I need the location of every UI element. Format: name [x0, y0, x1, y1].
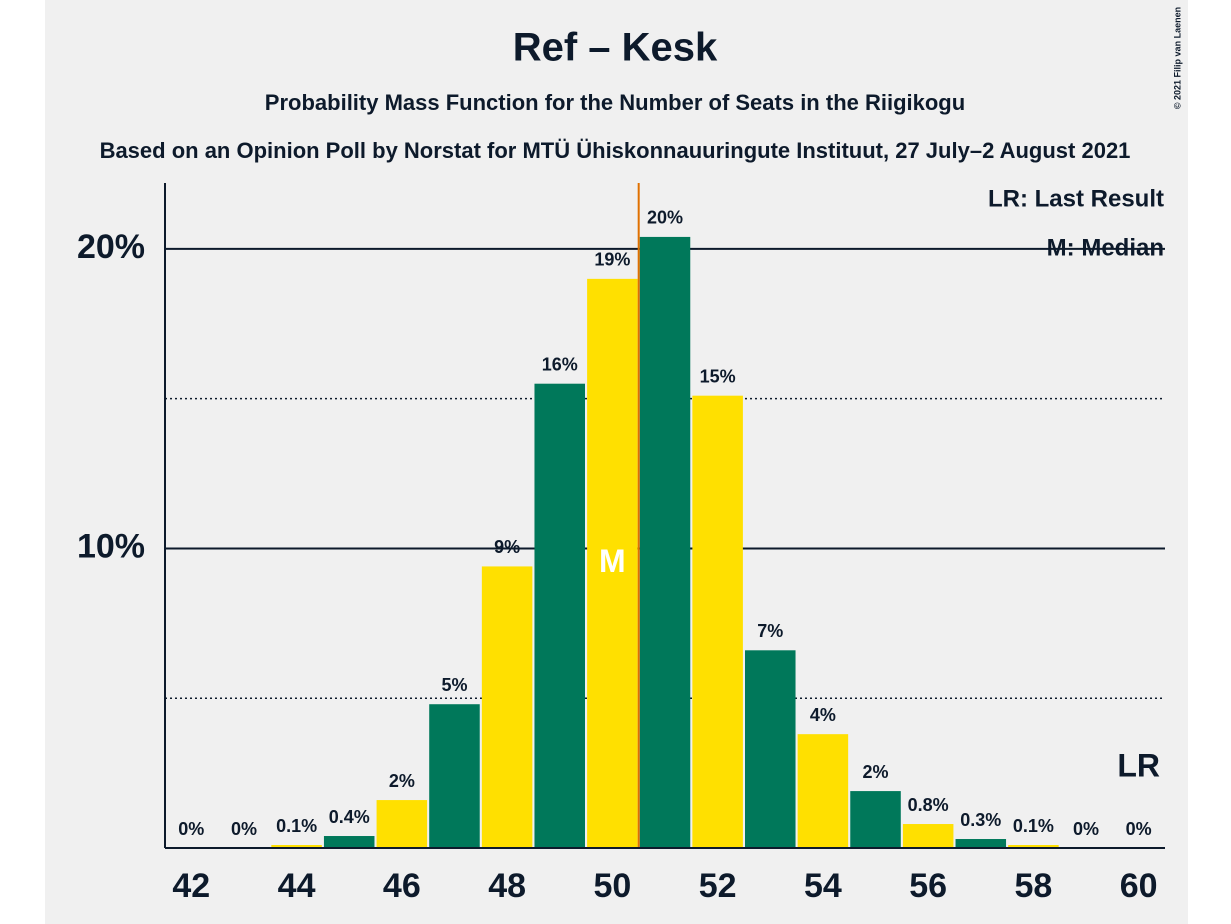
value-label: 15%: [700, 366, 736, 386]
value-label: 0.1%: [1013, 816, 1054, 836]
value-label: 19%: [594, 250, 630, 270]
x-tick-label: 58: [1015, 867, 1053, 905]
bar: [902, 824, 954, 848]
bar: [534, 383, 585, 848]
median-marker: M: [599, 543, 626, 579]
value-label: 9%: [494, 537, 520, 557]
chart-caption: Based on an Opinion Poll by Norstat for …: [100, 138, 1131, 163]
bar: [376, 800, 428, 848]
bar: [797, 734, 849, 848]
value-label: 0%: [1126, 819, 1152, 839]
bar: [850, 791, 901, 848]
x-tick-label: 42: [172, 867, 210, 905]
chart-subtitle: Probability Mass Function for the Number…: [265, 90, 965, 115]
y-tick-label: 10%: [77, 527, 145, 565]
value-label: 0.4%: [329, 807, 370, 827]
value-label: 0%: [1073, 819, 1099, 839]
bar: [639, 236, 691, 848]
value-label: 5%: [441, 675, 467, 695]
x-tick-label: 50: [593, 867, 631, 905]
legend-entry: M: Median: [1047, 234, 1164, 261]
x-tick-label: 54: [804, 867, 842, 905]
value-label: 2%: [863, 762, 889, 782]
x-tick-label: 60: [1120, 867, 1158, 905]
bar: [481, 566, 533, 848]
x-tick-label: 46: [383, 867, 421, 905]
value-label: 7%: [757, 621, 783, 641]
value-label: 0.8%: [908, 795, 949, 815]
x-tick-label: 52: [699, 867, 737, 905]
y-tick-label: 20%: [77, 228, 145, 266]
value-label: 20%: [647, 208, 683, 228]
bar: [429, 704, 480, 848]
last-result-marker: LR: [1117, 747, 1160, 783]
x-tick-label: 56: [909, 867, 947, 905]
bar: [745, 650, 796, 848]
value-label: 0%: [178, 819, 204, 839]
bar: [692, 395, 743, 848]
x-tick-label: 48: [488, 867, 526, 905]
chart-title: Ref – Kesk: [513, 26, 718, 70]
bar: [1008, 845, 1059, 848]
value-label: 0.3%: [960, 810, 1001, 830]
copyright: © 2021 Filip van Laenen: [1172, 7, 1182, 109]
value-label: 4%: [810, 705, 836, 725]
legend-entry: LR: Last Result: [988, 185, 1164, 212]
value-label: 2%: [389, 771, 415, 791]
bar: [271, 845, 322, 848]
value-label: 0.1%: [276, 816, 317, 836]
value-label: 0%: [231, 819, 257, 839]
x-tick-label: 44: [278, 867, 316, 905]
bar: [323, 836, 375, 848]
bar: [587, 278, 638, 849]
bar: [955, 839, 1007, 848]
value-label: 16%: [542, 354, 578, 374]
